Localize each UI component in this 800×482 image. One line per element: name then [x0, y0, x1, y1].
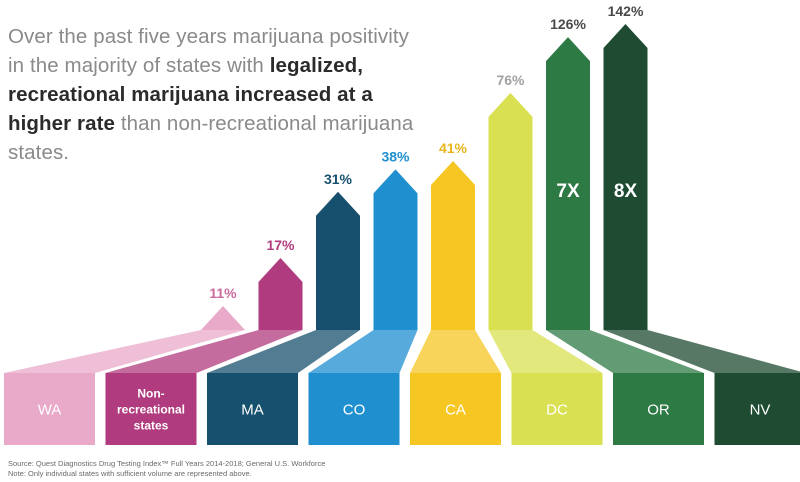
- value-label-ca: 41%: [439, 140, 468, 156]
- chart-ribbons: [4, 330, 800, 373]
- bar-ca: [431, 160, 475, 330]
- ribbon-ma: [207, 330, 360, 373]
- base-wa: [4, 373, 95, 445]
- value-label-co: 38%: [381, 148, 410, 164]
- base-nv: [714, 373, 800, 445]
- value-label-or: 126%: [550, 16, 586, 32]
- bar-nv: [603, 24, 648, 330]
- category-label-non-recreational-states: Non-recreational states: [117, 386, 185, 432]
- volume-note: Note: Only individual states with suffic…: [8, 469, 252, 478]
- ribbon-ca: [410, 330, 501, 373]
- category-label-nv: NV: [750, 401, 771, 418]
- value-label-wa: 11%: [209, 285, 237, 301]
- ribbon-wa: [4, 330, 245, 373]
- value-label-non-recreational-states: 17%: [266, 237, 295, 253]
- base-dc: [511, 373, 603, 445]
- base-ma: [207, 373, 298, 445]
- base-or: [613, 373, 704, 445]
- headline-text: Over the past five years marijuana posit…: [8, 25, 409, 77]
- base-ca: [410, 373, 501, 445]
- multiplier-label-nv: 8X: [614, 181, 638, 202]
- base-non-recreational-states: [105, 373, 197, 445]
- category-label-ca: CA: [445, 401, 466, 418]
- value-label-dc: 76%: [496, 72, 525, 88]
- category-label-dc: DC: [546, 401, 568, 418]
- category-label-co: CO: [343, 401, 366, 418]
- category-label-wa: WA: [38, 401, 62, 418]
- footnotes: Source: Quest Diagnostics Drug Testing I…: [8, 459, 325, 479]
- ribbon-nv: [603, 330, 800, 373]
- source-note: Source: Quest Diagnostics Drug Testing I…: [8, 459, 326, 468]
- ribbon-non-recreational-states: [105, 330, 303, 373]
- chart-arrow-bars: [201, 24, 648, 331]
- value-label-nv: 142%: [608, 3, 644, 19]
- headline-emphasis: legalized, recreational marijuana increa…: [8, 54, 373, 135]
- value-label-ma: 31%: [324, 171, 353, 187]
- ribbon-or: [546, 330, 704, 373]
- headline: Over the past five years marijuana posit…: [8, 22, 428, 167]
- bar-co: [373, 169, 418, 330]
- category-label-or: OR: [647, 401, 670, 418]
- base-co: [308, 373, 400, 445]
- bar-non-recreational-states: [258, 258, 303, 330]
- ribbon-dc: [488, 330, 603, 373]
- chart-labels: 11% WA 17% Non-recreational states 31% MA 38% CO…: [38, 3, 771, 432]
- headline-text-end: than non-recreational marijuana states.: [8, 112, 414, 164]
- bar-ma: [316, 191, 360, 330]
- category-label-ma: MA: [241, 401, 264, 418]
- bar-wa: [201, 306, 245, 330]
- multiplier-label-or: 7X: [556, 181, 580, 202]
- ribbon-co: [308, 330, 418, 373]
- bar-dc: [488, 92, 533, 330]
- chart-category-bases: [4, 373, 800, 445]
- bar-or: [546, 37, 590, 331]
